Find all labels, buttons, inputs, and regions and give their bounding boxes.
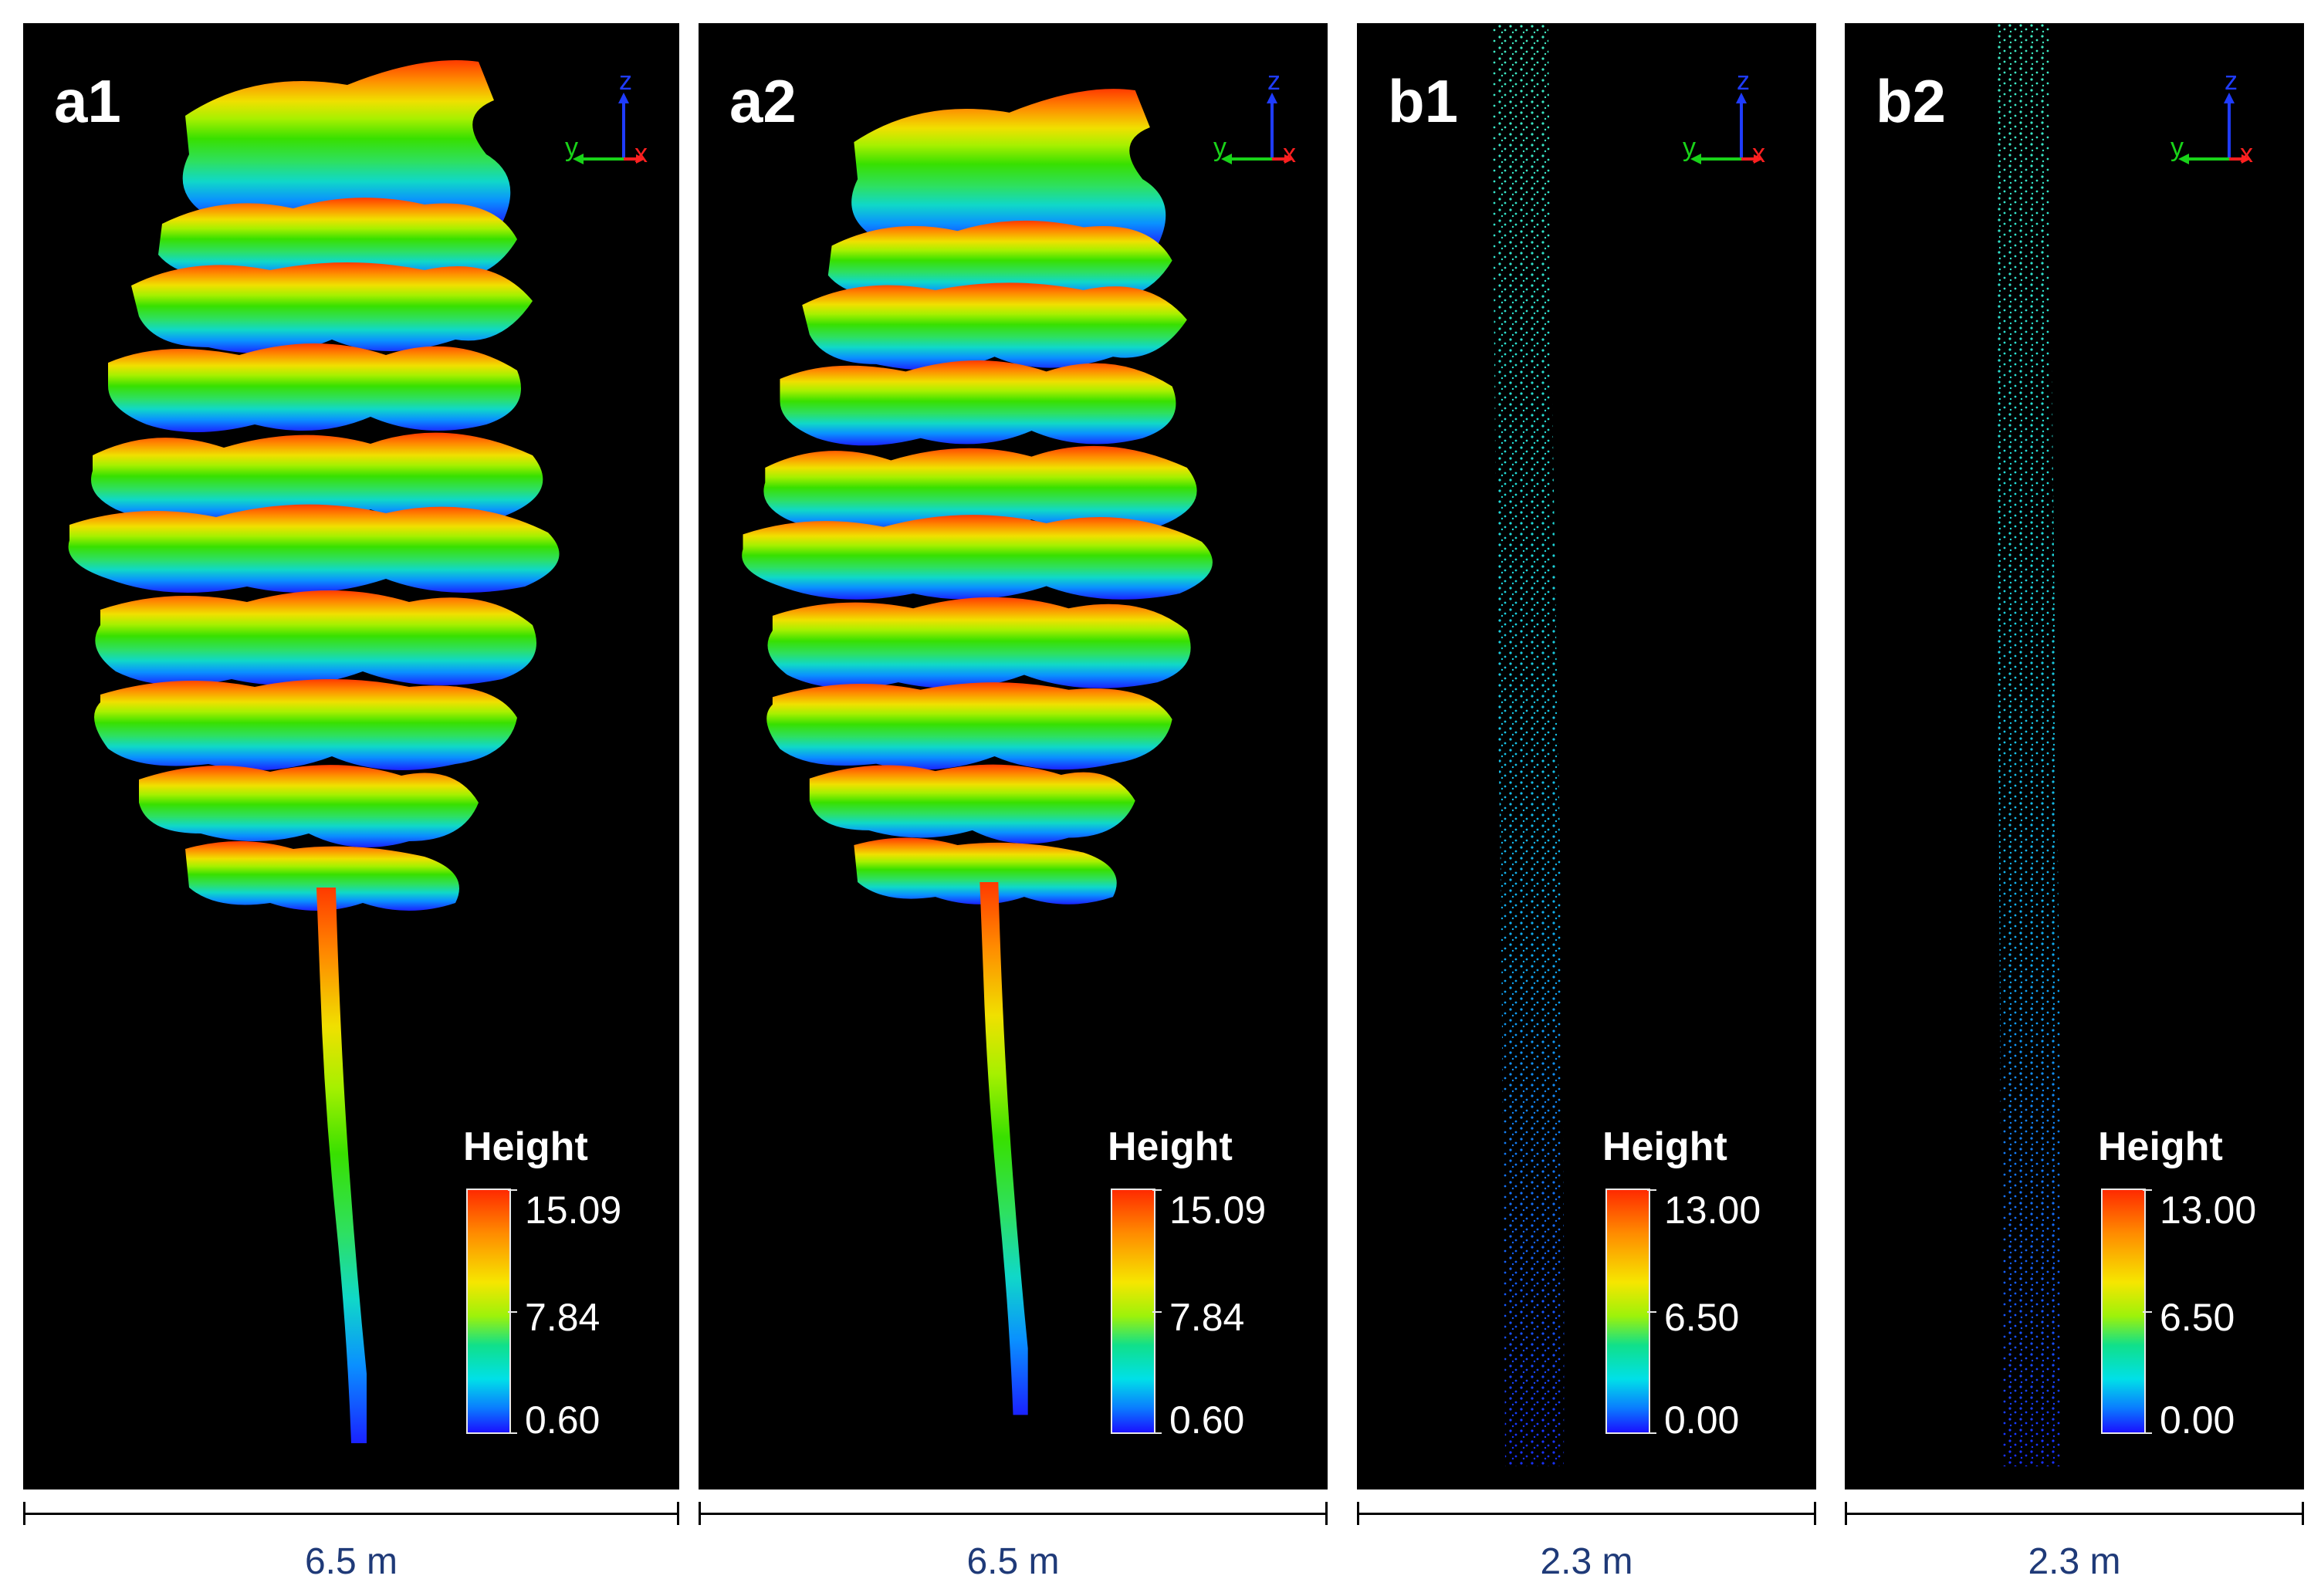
axis-y-label: y [2170,133,2184,162]
legend-title: Height [463,1124,588,1169]
legend-min: 0.60 [525,1398,601,1442]
legend-mid: 7.84 [1169,1296,1245,1339]
column-point-cloud [1492,23,1565,1466]
legend-tick [2143,1311,2152,1313]
scale-line [23,1513,679,1515]
legend-tick [1152,1189,1162,1191]
scale-line [1357,1513,1816,1515]
legend-tick [1152,1311,1162,1313]
color-scale-bar [1605,1189,1650,1434]
tree-point-cloud [68,60,560,1443]
legend-title: Height [2098,1124,2223,1169]
legend-title: Height [1602,1124,1727,1169]
height-legend: Height 15.09 7.84 0.60 [463,1127,664,1466]
scale-cap [699,1502,701,1525]
axis-z-label: z [1737,66,1750,96]
scale-bar-a1 [23,1502,679,1548]
scale-cap [23,1502,25,1525]
panel-label: b1 [1388,67,1459,135]
legend-mid: 7.84 [525,1296,601,1339]
legend-tick [2143,1432,2152,1434]
panel-label: a2 [729,67,797,135]
legend-tick [1647,1189,1656,1191]
color-scale-bar [1111,1189,1155,1434]
scale-label-a2: 6.5 m [966,1541,1060,1582]
legend-tick [508,1432,517,1434]
axis-triad: z y x [1681,68,1774,170]
panel-a2: a2 z y x Height 15.09 7.84 0.60 [699,23,1328,1489]
legend-min: 0.00 [1664,1398,1740,1442]
panel-b1: b1 z y x Height 13.00 6.50 0.00 [1357,23,1816,1489]
scale-label-a1: 6.5 m [304,1541,398,1582]
axis-x-label: x [2240,139,2253,168]
legend-max: 13.00 [1664,1189,1761,1232]
legend-tick [1647,1432,1656,1434]
legend-max: 15.09 [525,1189,622,1232]
scale-line [699,1513,1328,1515]
color-scale-bar [2101,1189,2146,1434]
scale-bar-b2 [1845,1502,2304,1548]
panel-b2: b2 z y x Height 13.00 6.50 0.00 [1845,23,2304,1489]
axis-arrows-icon [573,93,645,164]
scale-cap [677,1502,679,1525]
panel-a1: a1 z y x Height 15.09 7.84 0.60 [23,23,679,1489]
scale-bar-b1 [1357,1502,1816,1548]
axis-triad: z y x [563,68,656,170]
axis-z-label: z [1267,66,1281,96]
axis-x-label: x [1752,139,1765,168]
panel-label: b2 [1876,67,1947,135]
legend-tick [1647,1311,1656,1313]
scale-cap [2302,1502,2304,1525]
legend-tick [2143,1189,2152,1191]
color-scale-bar [466,1189,511,1434]
axis-arrows-icon [2178,93,2251,164]
scale-label-b1: 2.3 m [1540,1541,1633,1582]
axis-y-label: y [1213,133,1226,162]
height-legend: Height 13.00 6.50 0.00 [2098,1127,2299,1466]
legend-mid: 6.50 [2160,1296,2235,1339]
column-point-cloud [1995,23,2062,1466]
axis-z-label: z [619,66,632,96]
scale-bar-a2 [699,1502,1328,1548]
scale-cap [1814,1502,1816,1525]
legend-max: 15.09 [1169,1189,1267,1232]
axis-arrows-icon [1690,93,1763,164]
axis-triad: z y x [1212,68,1304,170]
legend-min: 0.00 [2160,1398,2235,1442]
legend-min: 0.60 [1169,1398,1245,1442]
height-legend: Height 15.09 7.84 0.60 [1108,1127,1308,1466]
axis-y-label: y [565,133,578,162]
legend-tick [508,1189,517,1191]
axis-y-label: y [1683,133,1696,162]
axis-x-label: x [634,139,648,168]
axis-x-label: x [1283,139,1296,168]
scale-cap [1325,1502,1328,1525]
scale-cap [1845,1502,1847,1525]
legend-tick [508,1311,517,1313]
tree-point-cloud [742,89,1213,1415]
scale-label-b2: 2.3 m [2028,1541,2121,1582]
axis-z-label: z [2225,66,2238,96]
panel-label: a1 [54,67,121,135]
legend-tick [1152,1432,1162,1434]
legend-title: Height [1108,1124,1233,1169]
scale-cap [1357,1502,1359,1525]
legend-max: 13.00 [2160,1189,2257,1232]
legend-mid: 6.50 [1664,1296,1740,1339]
axis-triad: z y x [2169,68,2262,170]
scale-line [1845,1513,2304,1515]
height-legend: Height 13.00 6.50 0.00 [1602,1127,1811,1466]
axis-arrows-icon [1221,93,1294,164]
